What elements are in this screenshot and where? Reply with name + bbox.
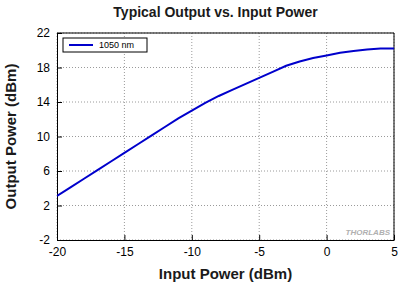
tick: -15: [116, 235, 134, 259]
tick-label: -2: [39, 233, 50, 247]
tick-mark: [57, 240, 62, 241]
y-axis-title: Output Power (dBm): [2, 64, 19, 210]
tick-label: -15: [116, 245, 134, 259]
tick-label: 14: [37, 95, 51, 109]
tick-label: 6: [43, 164, 50, 178]
tick: 14: [37, 95, 62, 109]
tick-mark: [192, 235, 193, 240]
grid-line: [57, 205, 394, 206]
grid-line: [124, 33, 125, 240]
frame: [57, 33, 394, 34]
tick-label: 2: [43, 199, 50, 213]
grid: [57, 33, 394, 240]
tick: -2: [39, 233, 62, 247]
grid-line: [57, 171, 394, 172]
legend-swatch: [69, 44, 93, 46]
tick: 10: [37, 130, 62, 144]
frame: [394, 33, 395, 240]
tick-mark: [57, 137, 62, 138]
tick-mark: [57, 171, 62, 172]
grid-line: [57, 33, 394, 34]
x-axis: -20 -15 -10 -5 0 5: [49, 235, 398, 259]
marks: [57, 49, 394, 196]
legend: 1050 nm: [63, 38, 147, 52]
chart: Typical Output vs. Input Power-20-15-10-…: [0, 0, 400, 285]
tick-label: -20: [49, 245, 67, 259]
tick: -5: [254, 235, 265, 259]
tick-mark: [327, 235, 328, 240]
tick-label: 10: [37, 130, 51, 144]
tick: 0: [324, 235, 331, 259]
title: Typical Output vs. Input Power: [113, 4, 318, 20]
tick-label: 18: [37, 61, 51, 75]
annotation: THORLABS: [346, 228, 391, 237]
axis-line: [58, 240, 395, 241]
grid-line: [57, 67, 394, 68]
x-axis-title: Input Power (dBm): [159, 265, 292, 282]
tick-mark: [259, 235, 260, 240]
tick-label: -10: [184, 245, 202, 259]
series-line: [57, 49, 394, 196]
grid-line: [326, 33, 327, 240]
tick-label: 0: [324, 245, 331, 259]
tick: 6: [43, 164, 62, 178]
tick: 18: [37, 61, 62, 75]
tick-mark: [57, 68, 62, 69]
tick-label: 22: [37, 26, 51, 40]
tick-mark: [57, 206, 62, 207]
grid-line: [57, 102, 394, 103]
legend-label: 1050 nm: [99, 40, 134, 50]
tick-mark: [57, 102, 62, 103]
tick: -10: [184, 235, 202, 259]
tick-label: -5: [254, 245, 265, 259]
plot: -20 -15 -10 -5 0 5 -2 2 6 10 14 18 22 THORLABS 1050 nm: [37, 26, 399, 258]
tick: 2: [43, 199, 62, 213]
grid-line: [394, 33, 395, 240]
y-axis: -2 2 6 10 14 18 22: [37, 26, 62, 247]
tick: 5: [391, 235, 398, 259]
grid-line: [57, 240, 394, 241]
legend-box: [63, 38, 147, 52]
tick-label: 5: [391, 245, 398, 259]
grid-line: [57, 136, 394, 137]
tick-mark: [124, 235, 125, 240]
